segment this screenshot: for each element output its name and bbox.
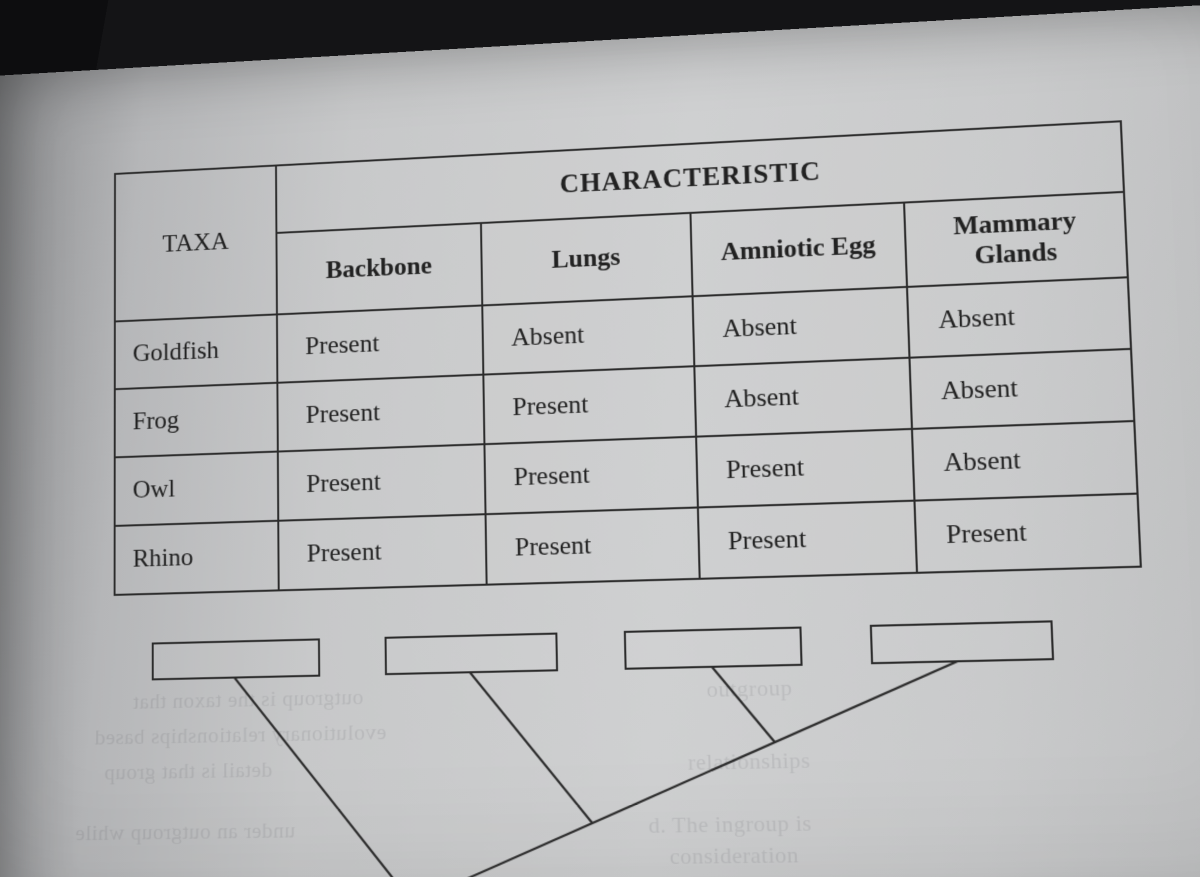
taxon-label: Rhino [115, 521, 279, 595]
cell-value: Absent [692, 287, 910, 366]
cell-value: Present [277, 305, 483, 382]
cell-value: Present [278, 375, 485, 452]
cladogram-tip-box [624, 627, 803, 670]
cell-value: Absent [910, 349, 1134, 429]
cell-value: Absent [907, 277, 1131, 357]
cladogram-scaffold [113, 618, 1160, 877]
taxa-characteristic-table: TAXA CHARACTERISTIC Backbone Lungs Amnio… [114, 120, 1142, 596]
cell-value: Present [696, 429, 915, 508]
page-content: TAXA CHARACTERISTIC Backbone Lungs Amnio… [113, 120, 1160, 877]
taxa-corner-header: TAXA [115, 165, 277, 321]
cell-value: Absent [912, 421, 1137, 501]
column-header-amniotic-egg: Amniotic Egg [690, 203, 907, 297]
cell-value: Present [484, 437, 697, 515]
cell-value: Present [483, 366, 695, 444]
column-header-lungs: Lungs [481, 213, 692, 306]
photo-frame: TAXA CHARACTERISTIC Backbone Lungs Amnio… [0, 0, 1200, 877]
cladogram-tip-box [385, 633, 559, 676]
cladogram-lines [113, 656, 1138, 877]
cell-value: Absent [482, 296, 694, 374]
taxon-label: Goldfish [115, 314, 278, 389]
cell-value: Absent [694, 358, 912, 437]
cell-value: Present [278, 444, 485, 521]
taxon-label: Frog [115, 383, 278, 458]
taxon-label: Owl [115, 452, 279, 526]
cell-value: Present [279, 514, 487, 590]
cell-value: Present [915, 494, 1141, 573]
cladogram-tip-box [152, 638, 320, 680]
page-surface: TAXA CHARACTERISTIC Backbone Lungs Amnio… [0, 2, 1200, 877]
cell-value: Present [486, 508, 700, 585]
column-header-mammary-glands: Mammary Glands [904, 192, 1127, 287]
column-header-backbone: Backbone [277, 223, 483, 314]
cell-value: Present [698, 501, 918, 579]
